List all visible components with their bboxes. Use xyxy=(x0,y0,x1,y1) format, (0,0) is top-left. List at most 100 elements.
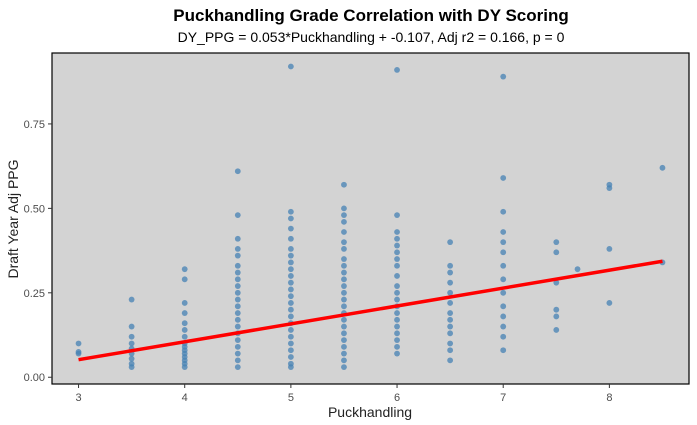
data-point xyxy=(500,249,507,256)
data-point xyxy=(447,262,454,269)
data-point xyxy=(287,208,294,215)
y-tick-label: 0.00 xyxy=(24,372,45,384)
data-point xyxy=(447,279,454,286)
data-point xyxy=(287,327,294,333)
data-point xyxy=(287,245,294,252)
y-tick-label: 0.50 xyxy=(24,203,45,215)
data-point xyxy=(234,350,241,357)
data-point xyxy=(553,306,560,313)
x-axis-label: Puckhandling xyxy=(328,404,412,420)
data-point xyxy=(181,320,188,327)
data-point xyxy=(234,364,241,371)
data-point xyxy=(128,355,135,362)
y-tick-label: 0.75 xyxy=(24,119,45,131)
data-point xyxy=(234,316,241,323)
data-point xyxy=(447,323,454,330)
data-point xyxy=(181,310,188,316)
x-tick-label: 6 xyxy=(394,392,400,404)
data-point xyxy=(234,310,241,316)
data-point xyxy=(394,330,400,337)
regression-line xyxy=(78,259,663,362)
data-point xyxy=(447,347,454,354)
data-point xyxy=(128,296,135,303)
data-point xyxy=(287,306,294,313)
x-axis: 3 4 5 6 7 8 xyxy=(75,384,612,404)
data-point xyxy=(394,296,400,303)
data-point xyxy=(447,357,454,364)
data-point xyxy=(500,239,507,246)
data-point xyxy=(287,340,294,347)
data-point xyxy=(394,323,400,330)
data-point xyxy=(341,289,347,296)
data-point xyxy=(287,286,294,293)
plot-panel xyxy=(51,52,690,385)
data-point xyxy=(341,364,347,371)
data-point xyxy=(287,259,294,266)
data-point xyxy=(234,289,241,296)
data-point xyxy=(500,289,507,296)
data-point xyxy=(553,239,560,246)
data-point xyxy=(447,330,454,337)
data-point xyxy=(287,225,294,232)
data-point xyxy=(574,266,581,273)
data-point xyxy=(341,330,347,337)
data-point xyxy=(341,205,347,212)
data-point xyxy=(500,73,507,80)
data-point xyxy=(287,293,294,300)
data-point xyxy=(394,235,400,242)
data-point xyxy=(287,354,294,360)
data-point xyxy=(341,212,347,219)
data-point xyxy=(447,289,454,296)
data-point xyxy=(287,313,294,320)
data-point xyxy=(447,239,454,246)
data-point xyxy=(234,323,241,330)
data-point xyxy=(287,63,294,70)
data-point xyxy=(341,357,347,364)
data-point xyxy=(128,364,135,371)
x-tick-label: 3 xyxy=(75,392,81,404)
data-point xyxy=(181,300,188,306)
data-point xyxy=(500,333,507,340)
data-point xyxy=(447,340,454,347)
data-point xyxy=(287,279,294,286)
data-point xyxy=(500,208,507,215)
y-tick-label: 0.25 xyxy=(24,288,45,300)
data-point xyxy=(394,316,400,323)
data-point xyxy=(341,303,347,310)
data-point xyxy=(341,245,347,252)
data-point xyxy=(287,266,294,273)
data-point xyxy=(341,296,347,303)
data-point xyxy=(553,249,560,256)
data-point xyxy=(341,316,347,323)
y-axis: 0.00 0.25 0.50 0.75 xyxy=(24,119,52,384)
data-point xyxy=(394,343,400,350)
x-tick-label: 8 xyxy=(606,392,612,404)
data-point xyxy=(341,229,347,235)
data-point xyxy=(341,269,347,276)
data-point xyxy=(447,316,454,323)
data-point xyxy=(128,333,135,340)
data-point xyxy=(234,337,241,343)
data-point xyxy=(341,350,347,357)
data-point xyxy=(500,175,507,181)
data-point xyxy=(341,343,347,350)
data-point xyxy=(75,340,82,347)
data-point xyxy=(394,229,400,235)
x-tick-label: 4 xyxy=(182,392,188,404)
data-point xyxy=(234,245,241,252)
data-point xyxy=(234,283,241,289)
data-point xyxy=(394,66,400,73)
data-point xyxy=(341,276,347,283)
data-point xyxy=(341,218,347,225)
data-point xyxy=(394,256,400,262)
data-point xyxy=(287,333,294,340)
data-point xyxy=(606,185,613,192)
data-point xyxy=(500,323,507,330)
chart-title: Puckhandling Grade Correlation with DY S… xyxy=(173,6,568,25)
data-point xyxy=(234,262,241,269)
data-point xyxy=(394,273,400,279)
data-point xyxy=(234,343,241,350)
data-point xyxy=(447,269,454,276)
data-point xyxy=(394,350,400,357)
